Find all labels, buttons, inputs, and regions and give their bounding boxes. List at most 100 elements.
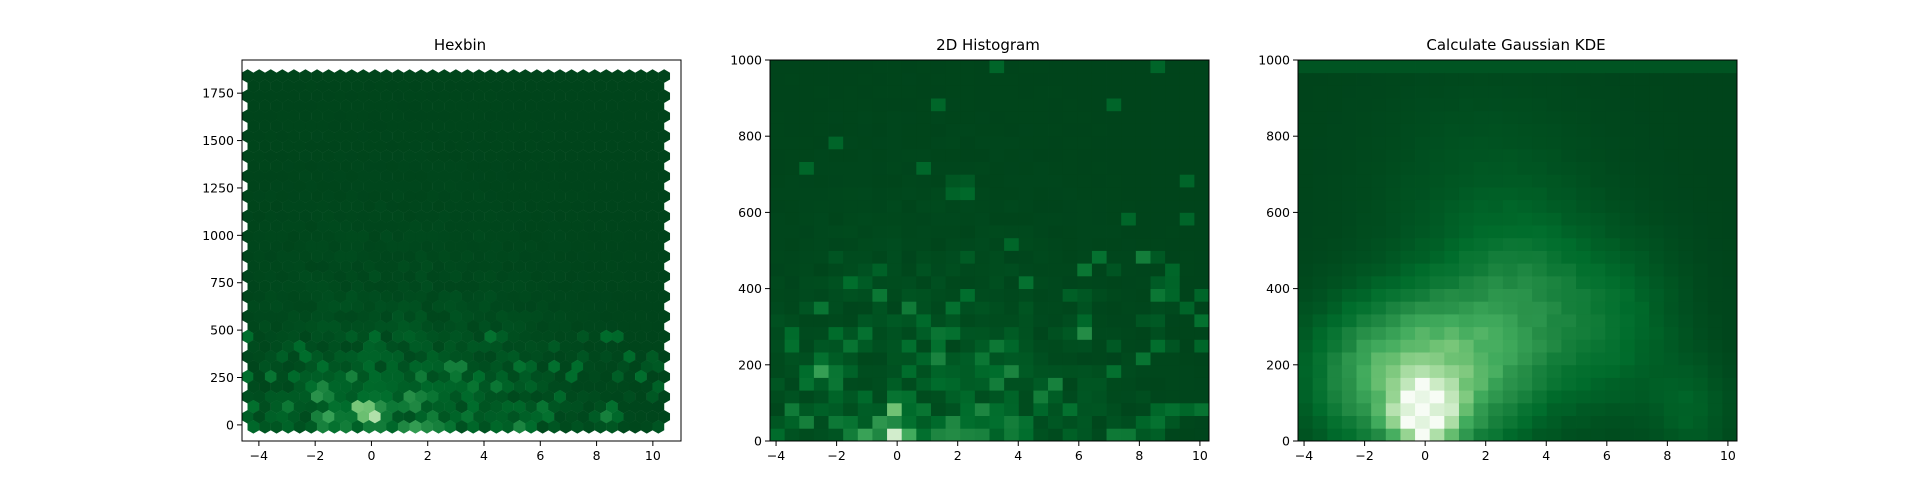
kde-cell <box>1693 390 1709 404</box>
histogram2d-cell <box>1135 148 1151 162</box>
kde-cell <box>1532 72 1548 86</box>
kde-cell <box>1634 110 1650 124</box>
hexbin-cell <box>415 109 428 123</box>
hexbin-cell <box>247 119 260 134</box>
hexbin-cell <box>403 209 416 224</box>
histogram2d-cell <box>1135 212 1151 226</box>
kde-cell <box>1356 326 1372 340</box>
histogram2d-cell <box>901 72 917 86</box>
hexbin-cell <box>357 209 370 224</box>
kde-cell <box>1473 237 1489 251</box>
hexbin-cell <box>640 359 653 374</box>
histogram2d-cell <box>945 275 961 289</box>
histogram2d-cell <box>828 364 844 378</box>
hexbin-cell <box>513 239 526 254</box>
kde-cell <box>1722 174 1738 188</box>
hexbin-cell <box>640 339 653 354</box>
histogram2d-cell <box>1091 352 1107 366</box>
histogram2d-cell <box>1018 364 1034 378</box>
kde-cell <box>1576 288 1592 302</box>
histogram2d-cell <box>916 364 932 378</box>
kde-cell <box>1488 161 1504 175</box>
histogram2d-cell <box>799 275 815 289</box>
hexbin-cell <box>629 339 642 354</box>
kde-cell <box>1693 415 1709 429</box>
hexbin-cell <box>328 179 341 194</box>
kde-cell <box>1341 110 1357 124</box>
hexbin-cell <box>334 189 347 204</box>
histogram2d-cell <box>1033 352 1049 366</box>
hexbin-cell <box>548 339 561 354</box>
hexbin-cell <box>334 129 347 144</box>
histogram2d-cell <box>989 364 1005 378</box>
kde-cell <box>1312 326 1328 340</box>
kde-cell <box>1517 415 1533 429</box>
histogram2d-cell <box>1033 187 1049 201</box>
hexbin-cell <box>588 349 601 364</box>
hexbin-cell <box>461 189 474 204</box>
kde-cell <box>1649 148 1665 162</box>
histogram2d-cell <box>1004 390 1020 404</box>
kde-cell <box>1605 60 1621 74</box>
histogram2d-cell <box>930 225 946 239</box>
kde-cell <box>1371 314 1387 328</box>
histogram2d-cell <box>1165 174 1181 188</box>
histogram2d-cell <box>1194 250 1210 264</box>
hexbin-cell <box>473 369 485 384</box>
kde-cell <box>1722 415 1738 429</box>
histogram2d-cell <box>960 148 976 162</box>
kde-cell <box>1576 415 1592 429</box>
histogram2d-cell <box>1062 110 1078 124</box>
histogram2d-cell <box>799 72 815 86</box>
kde-cell <box>1605 174 1621 188</box>
hexbin-cell <box>276 349 289 364</box>
histogram2d-cell <box>1106 199 1122 213</box>
kde-cell <box>1722 377 1738 391</box>
hexbin-cell <box>444 339 456 354</box>
kde-cell <box>1502 288 1518 302</box>
kde-cell <box>1415 415 1431 429</box>
kde-cell <box>1488 110 1504 124</box>
kde-cell <box>1707 415 1723 429</box>
hexbin-cell <box>652 239 665 254</box>
hexbin-cell <box>322 169 335 184</box>
histogram2d-cell <box>857 225 873 239</box>
histogram2d-cell <box>1033 212 1049 226</box>
kde-cell <box>1356 110 1372 124</box>
hexbin-cell <box>316 159 329 174</box>
histogram2d-cell <box>1165 364 1181 378</box>
kde-cell <box>1312 364 1328 378</box>
histogram2d-cell <box>960 212 976 226</box>
histogram2d-cell <box>1062 390 1078 404</box>
hexbin-cell <box>380 189 393 204</box>
hexbin-cell <box>623 369 636 384</box>
histogram2d-cell <box>857 339 873 353</box>
hexbin-cell <box>617 279 630 294</box>
histogram2d-cell <box>1018 314 1034 328</box>
kde-cell <box>1385 415 1401 429</box>
histogram2d-cell <box>1077 428 1093 442</box>
hexbin-cell <box>316 219 329 234</box>
hexbin-cell <box>542 249 555 264</box>
kde-cell <box>1385 314 1401 328</box>
kde-cell <box>1619 352 1635 366</box>
histogram2d-cell <box>799 187 815 201</box>
hexbin-cell <box>282 239 295 254</box>
kde-cell <box>1458 364 1474 378</box>
kde-cell <box>1400 136 1416 150</box>
histogram2d-cell <box>1179 98 1195 112</box>
hexbin-cell <box>328 259 341 274</box>
hexbin-x-tick-label: 10 <box>645 448 661 463</box>
kde-title: Calculate Gaussian KDE <box>1426 36 1605 54</box>
hexbin-cell <box>461 269 474 284</box>
hexbin-cell <box>519 109 532 123</box>
hexbin-cell <box>276 389 289 404</box>
histogram2d-cell <box>1062 60 1078 74</box>
histogram2d-cell <box>1018 415 1034 429</box>
kde-cell <box>1619 225 1635 239</box>
histogram2d-cell <box>960 85 976 99</box>
kde-cell <box>1619 199 1635 213</box>
hexbin-cell <box>276 369 289 384</box>
histogram2d-cell <box>1194 237 1210 251</box>
hexbin-cell <box>629 219 642 234</box>
